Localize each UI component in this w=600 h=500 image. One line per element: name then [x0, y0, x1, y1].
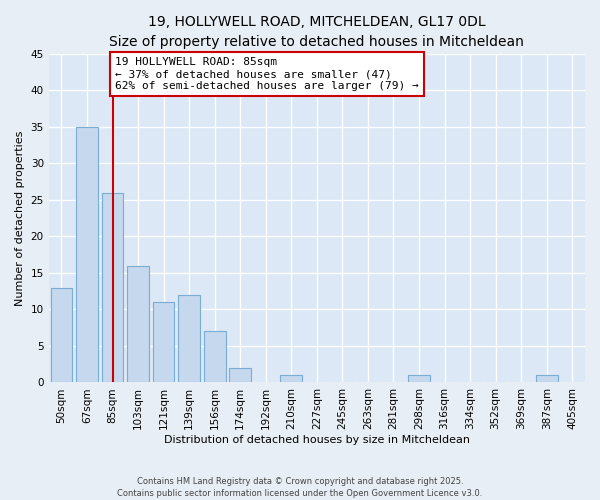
X-axis label: Distribution of detached houses by size in Mitcheldean: Distribution of detached houses by size …	[164, 435, 470, 445]
Bar	[229, 368, 251, 382]
Bar	[408, 375, 430, 382]
Bar	[178, 295, 200, 382]
Bar	[536, 375, 557, 382]
Bar	[101, 192, 124, 382]
Bar	[76, 127, 98, 382]
Bar	[204, 332, 226, 382]
Bar	[153, 302, 175, 382]
Bar	[280, 375, 302, 382]
Bar	[127, 266, 149, 382]
Y-axis label: Number of detached properties: Number of detached properties	[15, 130, 25, 306]
Title: 19, HOLLYWELL ROAD, MITCHELDEAN, GL17 0DL
Size of property relative to detached : 19, HOLLYWELL ROAD, MITCHELDEAN, GL17 0D…	[109, 15, 524, 48]
Text: 19 HOLLYWELL ROAD: 85sqm
← 37% of detached houses are smaller (47)
62% of semi-d: 19 HOLLYWELL ROAD: 85sqm ← 37% of detach…	[115, 58, 419, 90]
Text: Contains HM Land Registry data © Crown copyright and database right 2025.
Contai: Contains HM Land Registry data © Crown c…	[118, 476, 482, 498]
Bar	[50, 288, 72, 382]
